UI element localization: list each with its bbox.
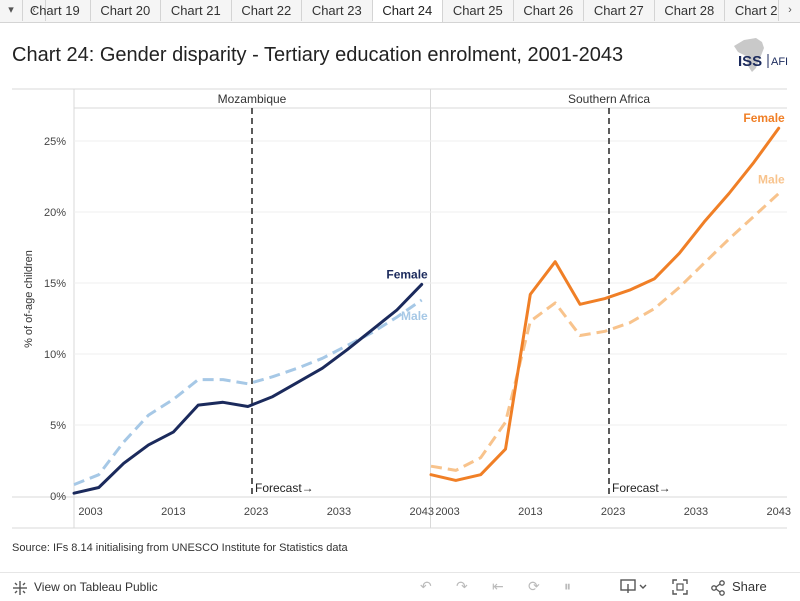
tab-chart-25[interactable]: Chart 25 <box>443 0 514 21</box>
view-on-tableau-link[interactable]: View on Tableau Public <box>34 580 158 594</box>
fullscreen-icon[interactable] <box>672 579 688 595</box>
x-tick-label: 2003 <box>435 506 459 518</box>
series-line-mozambique-male <box>73 298 423 486</box>
tab-menu-icon[interactable]: ▾ <box>0 0 23 21</box>
tab-chart-21[interactable]: Chart 21 <box>161 0 232 21</box>
y-axis-label: % of of-age children <box>23 250 35 348</box>
y-tick-label: 20% <box>44 207 66 219</box>
y-tick-label: 25% <box>44 136 66 148</box>
series-label-southern-africa-female: Female <box>743 111 785 125</box>
x-tick-label: 2023 <box>244 506 268 518</box>
x-tick-label: 2043 <box>766 506 790 518</box>
tab-prev-icon[interactable]: ‹ <box>23 0 46 21</box>
share-icon[interactable] <box>710 580 726 596</box>
tab-chart-22[interactable]: Chart 22 <box>232 0 302 21</box>
footer-toolbar: View on Tableau Public ↶ ↷ ⇤ ⟳ ⏸ Share <box>0 572 800 601</box>
x-tick-label: 2043 <box>409 506 433 518</box>
x-tick-label: 2003 <box>78 506 102 518</box>
panel-title-mozambique: Mozambique <box>218 92 287 106</box>
forecast-label: Forecast→ <box>255 481 314 495</box>
logo-suffix: AFI <box>771 56 788 68</box>
series-label-southern-africa-male: Male <box>758 173 785 187</box>
redo-icon[interactable]: ↷ <box>456 578 468 594</box>
africa-map-icon <box>734 38 764 72</box>
revert-icon[interactable]: ⇤ <box>492 578 504 594</box>
page-title: Chart 24: Gender disparity - Tertiary ed… <box>12 44 624 66</box>
logo-text: ISS <box>738 53 762 70</box>
x-tick-label: 2013 <box>161 506 185 518</box>
series-label-mozambique-female: Female <box>386 267 428 281</box>
forecast-label: Forecast→ <box>612 481 671 495</box>
share-button[interactable]: Share <box>732 579 767 594</box>
tab-bar: ▾ ‹ Chart 19 Chart 20 Chart 21 Chart 22 Char… <box>0 0 800 23</box>
tableau-icon <box>13 581 27 595</box>
tab-chart-23[interactable]: Chart 23 <box>302 0 373 21</box>
download-icon[interactable] <box>620 579 648 595</box>
tab-next-icon[interactable]: › <box>778 0 800 21</box>
tab-chart-19[interactable]: Chart 19 <box>20 0 91 21</box>
source-note: Source: IFs 8.14 initialising from UNESC… <box>12 542 348 554</box>
undo-icon[interactable]: ↶ <box>420 578 432 594</box>
tab-chart-20[interactable]: Chart 20 <box>91 0 161 21</box>
series-line-southern-africa-male <box>430 192 780 472</box>
iss-logo: ISS AFI <box>734 38 788 72</box>
series-line-southern-africa-female <box>429 126 781 482</box>
y-tick-label: 15% <box>44 278 66 290</box>
chart-area: 0% 5% 10% 15% 20% 25% % of of-age children Moza… <box>12 88 791 529</box>
series-label-mozambique-male: Male <box>401 309 428 323</box>
pause-icon[interactable]: ⏸ <box>564 578 571 594</box>
tab-chart-27[interactable]: Chart 27 <box>584 0 655 21</box>
tab-chart-24[interactable]: Chart 24 <box>372 0 443 22</box>
y-tick-label: 5% <box>50 420 66 432</box>
x-tick-label: 2013 <box>518 506 542 518</box>
series-line-mozambique-female <box>72 282 424 495</box>
y-tick-label: 0% <box>50 491 66 503</box>
refresh-icon[interactable]: ⟳ <box>528 578 540 594</box>
y-tick-label: 10% <box>44 349 66 361</box>
x-tick-label: 2033 <box>684 506 708 518</box>
x-tick-label: 2033 <box>327 506 351 518</box>
tab-chart-26[interactable]: Chart 26 <box>514 0 584 21</box>
tab-chart-28[interactable]: Chart 28 <box>655 0 725 21</box>
panel-title-southern-africa: Southern Africa <box>568 92 650 106</box>
x-tick-label: 2023 <box>601 506 625 518</box>
